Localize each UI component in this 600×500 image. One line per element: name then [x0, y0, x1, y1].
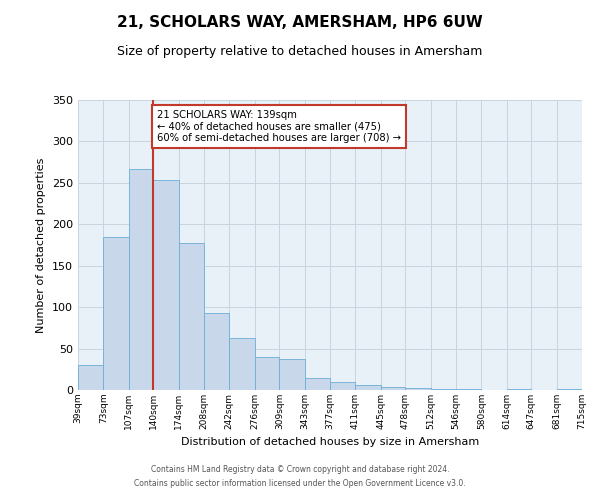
Bar	[406, 388, 431, 390]
Bar	[280, 358, 305, 390]
Bar	[456, 389, 481, 390]
Text: 21, SCHOLARS WAY, AMERSHAM, HP6 6UW: 21, SCHOLARS WAY, AMERSHAM, HP6 6UW	[117, 15, 483, 30]
Bar	[305, 378, 330, 390]
Bar	[380, 386, 406, 390]
Bar	[78, 365, 103, 390]
Text: Size of property relative to detached houses in Amersham: Size of property relative to detached ho…	[118, 45, 482, 58]
Bar	[179, 242, 204, 390]
Bar	[330, 382, 355, 390]
Bar	[254, 357, 280, 390]
Bar	[128, 169, 154, 390]
Text: 21 SCHOLARS WAY: 139sqm
← 40% of detached houses are smaller (475)
60% of semi-d: 21 SCHOLARS WAY: 139sqm ← 40% of detache…	[157, 110, 401, 143]
X-axis label: Distribution of detached houses by size in Amersham: Distribution of detached houses by size …	[181, 438, 479, 448]
Text: Contains HM Land Registry data © Crown copyright and database right 2024.
Contai: Contains HM Land Registry data © Crown c…	[134, 466, 466, 487]
Bar	[355, 385, 380, 390]
Bar	[557, 389, 582, 390]
Bar	[431, 389, 456, 390]
Bar	[204, 313, 229, 390]
Bar	[229, 338, 254, 390]
Bar	[154, 180, 179, 390]
Y-axis label: Number of detached properties: Number of detached properties	[37, 158, 46, 332]
Bar	[506, 389, 532, 390]
Bar	[103, 236, 128, 390]
